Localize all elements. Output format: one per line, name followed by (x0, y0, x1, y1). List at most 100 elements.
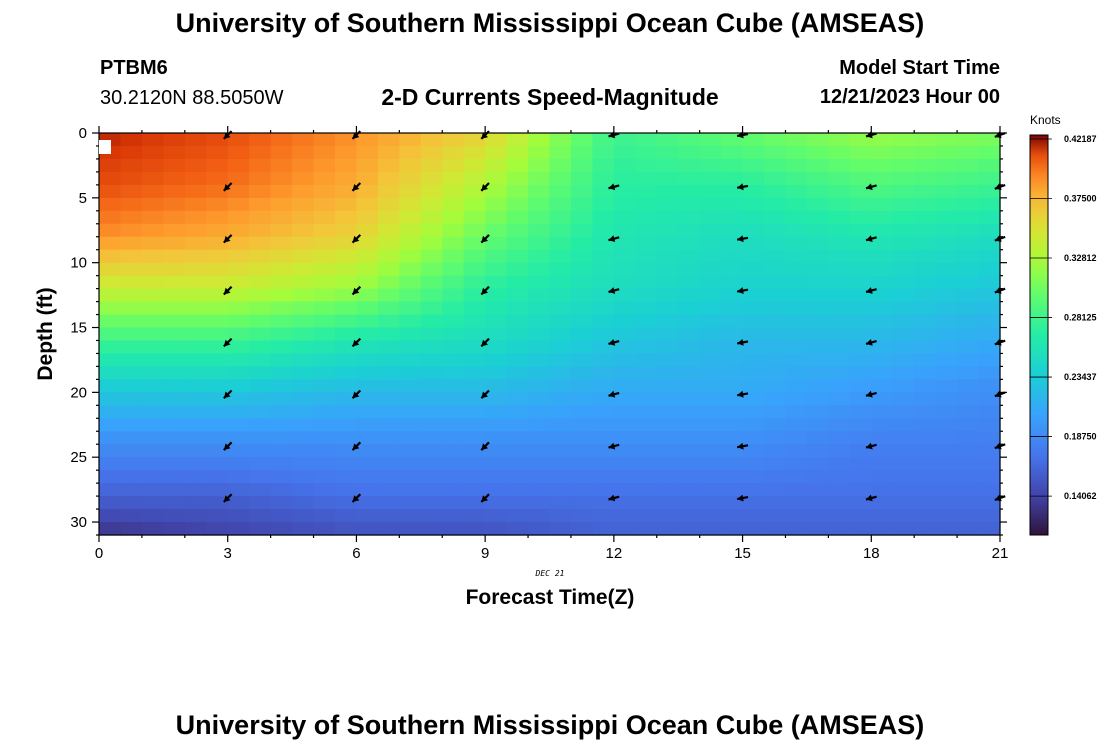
heatmap-cell (442, 158, 465, 173)
heatmap-cell (699, 405, 722, 419)
heatmap-cell (206, 470, 229, 484)
heatmap-cell (935, 340, 958, 355)
heatmap-cell (785, 483, 808, 497)
heatmap-cell (120, 275, 143, 290)
heatmap-cell (678, 470, 701, 484)
heatmap-cell (506, 288, 529, 303)
heatmap-cell (120, 405, 143, 419)
heatmap-cell (699, 249, 722, 264)
heatmap-cell (184, 197, 207, 212)
heatmap-cell (935, 184, 958, 199)
heatmap-cell (206, 405, 229, 419)
heatmap-cell (249, 236, 272, 251)
heatmap-cell (356, 288, 379, 303)
heatmap-cell (163, 405, 186, 419)
heatmap-cell (99, 275, 122, 290)
heatmap-cell (249, 171, 272, 186)
heatmap-cell (871, 197, 894, 212)
heatmap-cell (978, 327, 1001, 342)
heatmap-cell (549, 353, 572, 368)
heatmap-cell (442, 444, 465, 458)
heatmap-cell (485, 379, 508, 393)
heatmap-cell (742, 522, 765, 536)
heatmap-cell (377, 405, 400, 419)
heatmap-cell (935, 379, 958, 393)
heatmap-cell (828, 457, 851, 471)
heatmap-cell (528, 314, 551, 329)
heatmap-cell (656, 327, 679, 342)
x-tick-label: 3 (224, 545, 232, 562)
heatmap-cell (721, 379, 744, 393)
heatmap-cell (528, 158, 551, 173)
heatmap-cell (613, 184, 636, 199)
heatmap-cell (377, 392, 400, 406)
heatmap-cell (656, 223, 679, 238)
current-vector (223, 285, 233, 296)
heatmap-cell (635, 288, 658, 303)
heatmap-cell (871, 314, 894, 329)
heatmap-cell (334, 444, 358, 458)
y-tick-label: 5 (79, 190, 87, 207)
current-vector (737, 339, 749, 346)
heatmap-cell (313, 366, 336, 380)
heatmap-cell (442, 405, 465, 419)
current-vector (223, 493, 233, 503)
heatmap-cell (549, 262, 572, 277)
heatmap-cell (785, 418, 808, 432)
heatmap-cell (485, 249, 508, 264)
footer-title: University of Southern Mississippi Ocean… (175, 710, 925, 740)
heatmap-cell (163, 301, 186, 316)
heatmap-cell (871, 184, 894, 199)
heatmap-cell (871, 457, 894, 471)
heatmap-cell (613, 470, 636, 484)
heatmap-cell (463, 496, 486, 510)
heatmap-cell (399, 171, 422, 186)
heatmap-cell (957, 340, 980, 355)
heatmap-cell (356, 418, 379, 432)
heatmap-cell (656, 133, 679, 147)
heatmap-cell (399, 405, 422, 419)
heatmap-cell (485, 275, 508, 290)
heatmap-cell (399, 509, 422, 523)
heatmap-cell (99, 301, 122, 316)
heatmap-cell (163, 457, 186, 471)
heatmap-cell (227, 314, 250, 329)
heatmap-cell (141, 392, 164, 406)
heatmap-cell (163, 418, 186, 432)
heatmap-cell (184, 496, 207, 510)
heatmap-cell (463, 288, 486, 303)
heatmap-cell (377, 340, 400, 355)
heatmap-cell (935, 133, 958, 147)
heatmap-cell (399, 457, 422, 471)
heatmap-cell (184, 431, 207, 445)
heatmap-cell (313, 470, 336, 484)
heatmap-cell (613, 288, 636, 303)
heatmap-cell (249, 314, 272, 329)
heatmap-cell (678, 496, 701, 510)
heatmap-cell (334, 275, 358, 290)
heatmap-cell (528, 483, 551, 497)
heatmap-cell (957, 366, 980, 380)
heatmap-cell (313, 353, 336, 368)
heatmap-cell (892, 418, 915, 432)
heatmap-cell (978, 249, 1001, 264)
heatmap-cell (764, 223, 787, 238)
heatmap-cell (849, 145, 872, 160)
heatmap-cell (678, 133, 701, 147)
heatmap-cell (463, 262, 486, 277)
heatmap-cell (721, 314, 744, 329)
heatmap-cell (978, 275, 1001, 290)
heatmap-cell (227, 405, 250, 419)
heatmap-cell (549, 288, 572, 303)
heatmap-cell (592, 275, 615, 290)
heatmap-cell (613, 314, 636, 329)
heatmap-cell (485, 509, 508, 523)
heatmap-cell (442, 418, 465, 432)
current-vector (351, 493, 362, 503)
heatmap-cell (485, 353, 508, 368)
heatmap-cell (914, 327, 937, 342)
heatmap-cell (270, 275, 293, 290)
heatmap-cell (334, 236, 358, 251)
current-vector (223, 234, 233, 244)
heatmap-cell (914, 379, 937, 393)
